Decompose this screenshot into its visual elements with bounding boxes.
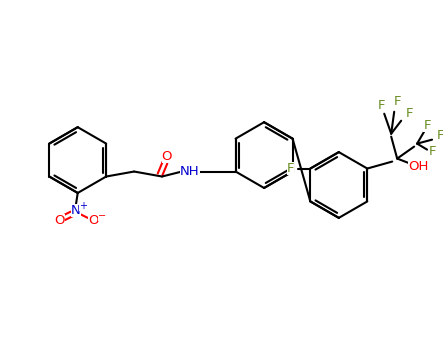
Text: O: O [54, 214, 65, 228]
Text: F: F [393, 95, 401, 108]
Text: F: F [428, 145, 436, 158]
Text: +: + [79, 201, 87, 211]
Text: OH: OH [408, 160, 428, 173]
Text: NH: NH [180, 165, 200, 178]
Text: O: O [89, 214, 99, 228]
Text: F: F [405, 107, 413, 120]
Text: F: F [377, 99, 385, 112]
Text: F: F [424, 119, 431, 132]
Text: −: − [97, 211, 106, 221]
Text: F: F [436, 129, 443, 142]
Text: N: N [71, 204, 81, 217]
Text: O: O [162, 150, 172, 163]
Text: F: F [287, 162, 294, 175]
